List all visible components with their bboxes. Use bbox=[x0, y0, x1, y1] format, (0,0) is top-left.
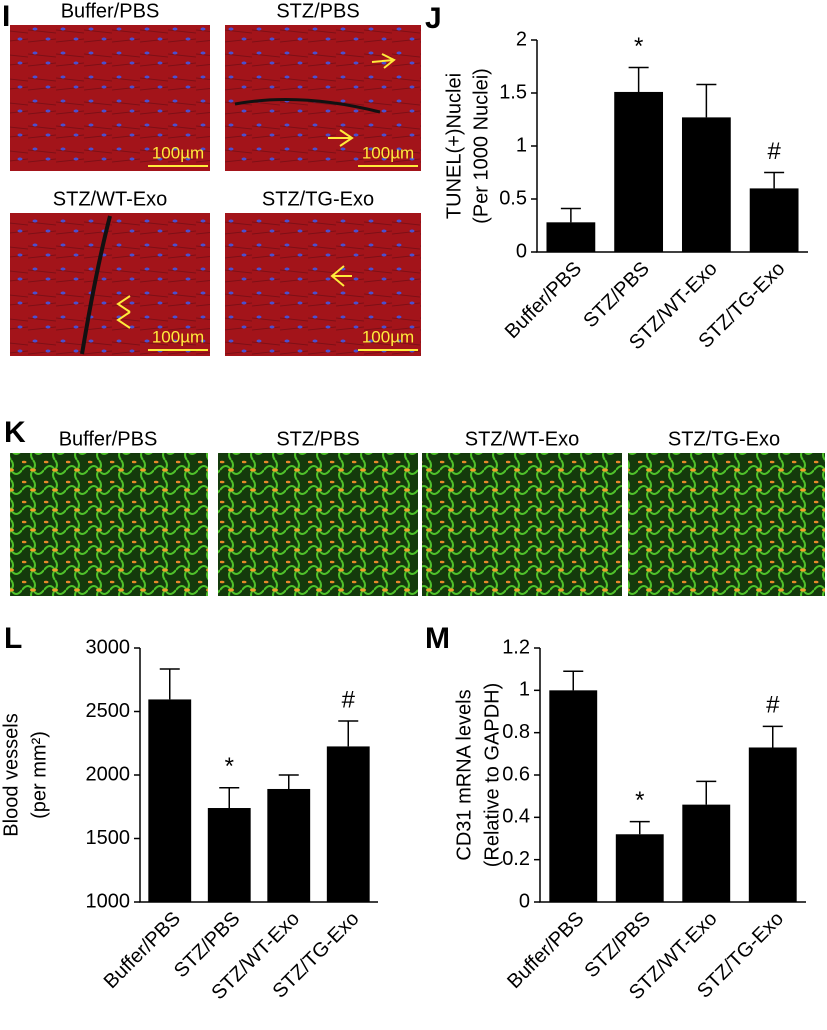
y-tick-label: 0.5 bbox=[499, 187, 527, 209]
image-group: Buffer/PBS 100µm STZ/PBS 100µm STZ/WT-Ex… bbox=[10, 0, 421, 356]
micrograph bbox=[10, 453, 208, 596]
y-tick-label: 2000 bbox=[86, 763, 131, 785]
error-bar bbox=[696, 780, 717, 805]
bar bbox=[749, 188, 799, 252]
panel-letter: J bbox=[425, 2, 442, 35]
error-bar bbox=[563, 670, 584, 691]
x-tick-label: Buffer/PBS bbox=[501, 258, 586, 343]
image-label: STZ/TG-Exo bbox=[668, 428, 780, 450]
arrow bbox=[328, 129, 354, 147]
arrow bbox=[371, 53, 396, 69]
scale-label: 100µm bbox=[362, 143, 414, 162]
y-axis-label: Blood vessels bbox=[0, 713, 22, 836]
bar bbox=[614, 91, 664, 252]
y-tick-label: 0 bbox=[519, 890, 530, 912]
panel-letter: M bbox=[425, 622, 450, 655]
tissue-gap bbox=[80, 215, 112, 355]
panel-letter: L bbox=[4, 622, 22, 655]
y-tick-label: 0.2 bbox=[502, 848, 530, 870]
y-tick-label: 1.5 bbox=[499, 81, 527, 103]
image-label: Buffer/PBS bbox=[61, 0, 160, 22]
axes bbox=[536, 40, 808, 253]
significance-marker: # bbox=[342, 686, 356, 713]
y-tick-label: 1 bbox=[519, 679, 530, 701]
y-tick-label: 0 bbox=[516, 240, 527, 262]
significance-marker: * bbox=[225, 753, 234, 780]
image-label: STZ/WT-Exo bbox=[53, 188, 167, 210]
error-bar bbox=[628, 66, 649, 92]
arrow bbox=[330, 265, 352, 287]
y-tick-label: 2 bbox=[516, 28, 527, 50]
y-tick-label: 0.4 bbox=[502, 806, 530, 828]
error-bar bbox=[762, 725, 783, 748]
y-tick-label: 1500 bbox=[86, 827, 131, 849]
image-label: STZ/PBS bbox=[276, 0, 359, 22]
error-bar bbox=[278, 774, 299, 789]
significance-marker: * bbox=[634, 33, 643, 60]
micrograph bbox=[628, 453, 825, 596]
tissue-gap bbox=[234, 98, 381, 114]
error-bar bbox=[560, 207, 581, 223]
error-bar bbox=[629, 820, 650, 835]
y-axis-label: (Per 1000 Nuclei) bbox=[470, 68, 492, 224]
panel-letter: K bbox=[4, 416, 26, 449]
micrograph bbox=[225, 213, 421, 356]
error-bar bbox=[338, 720, 359, 747]
y-tick-label: 1.2 bbox=[502, 636, 530, 658]
bar bbox=[748, 747, 797, 902]
panel-letter: I bbox=[2, 0, 10, 33]
error-bar bbox=[159, 668, 180, 700]
scale-label: 100µm bbox=[152, 143, 204, 162]
bar bbox=[148, 699, 192, 902]
image-group: Buffer/PBS STZ/PBS STZ/WT-Exo STZ/TG-Exo bbox=[10, 428, 825, 596]
significance-marker: # bbox=[767, 138, 781, 165]
y-tick-label: 1 bbox=[516, 134, 527, 156]
micrograph bbox=[10, 213, 210, 356]
error-bar bbox=[696, 83, 717, 118]
bar bbox=[207, 808, 251, 902]
micrograph bbox=[422, 453, 622, 596]
y-axis-label: TUNEL(+)Nuclei bbox=[443, 73, 465, 219]
significance-marker: # bbox=[766, 692, 780, 719]
arrow bbox=[116, 295, 131, 329]
bar bbox=[546, 222, 596, 252]
micrograph bbox=[225, 25, 421, 171]
micrograph bbox=[10, 25, 210, 171]
image-label: STZ/WT-Exo bbox=[465, 428, 579, 450]
image-label: STZ/PBS bbox=[276, 428, 359, 450]
y-axis-label: CD31 mRNA levels bbox=[453, 689, 475, 860]
bar bbox=[615, 834, 664, 902]
y-tick-label: 1000 bbox=[86, 890, 131, 912]
image-label: Buffer/PBS bbox=[59, 428, 158, 450]
y-axis-label: (Relative to GAPDH) bbox=[481, 683, 503, 868]
y-tick-label: 2500 bbox=[86, 700, 131, 722]
error-bar bbox=[764, 171, 785, 189]
y-tick-label: 3000 bbox=[86, 636, 131, 658]
axes bbox=[139, 648, 378, 903]
significance-marker: * bbox=[635, 787, 644, 814]
scale-label: 100µm bbox=[152, 327, 204, 346]
x-tick-label: Buffer/PBS bbox=[100, 908, 185, 993]
bar bbox=[681, 117, 731, 252]
y-tick-label: 0.8 bbox=[502, 721, 530, 743]
y-tick-label: 0.6 bbox=[502, 763, 530, 785]
bar bbox=[267, 788, 311, 902]
error-bar bbox=[219, 786, 240, 809]
x-tick-label: Buffer/PBS bbox=[503, 908, 588, 993]
bar bbox=[549, 690, 598, 902]
y-axis-label: (per mm²) bbox=[28, 731, 50, 819]
micrograph bbox=[218, 453, 418, 596]
axes bbox=[539, 648, 806, 903]
bar bbox=[326, 746, 370, 902]
image-label: STZ/TG-Exo bbox=[262, 188, 374, 210]
bar bbox=[682, 804, 731, 902]
scale-label: 100µm bbox=[362, 327, 414, 346]
